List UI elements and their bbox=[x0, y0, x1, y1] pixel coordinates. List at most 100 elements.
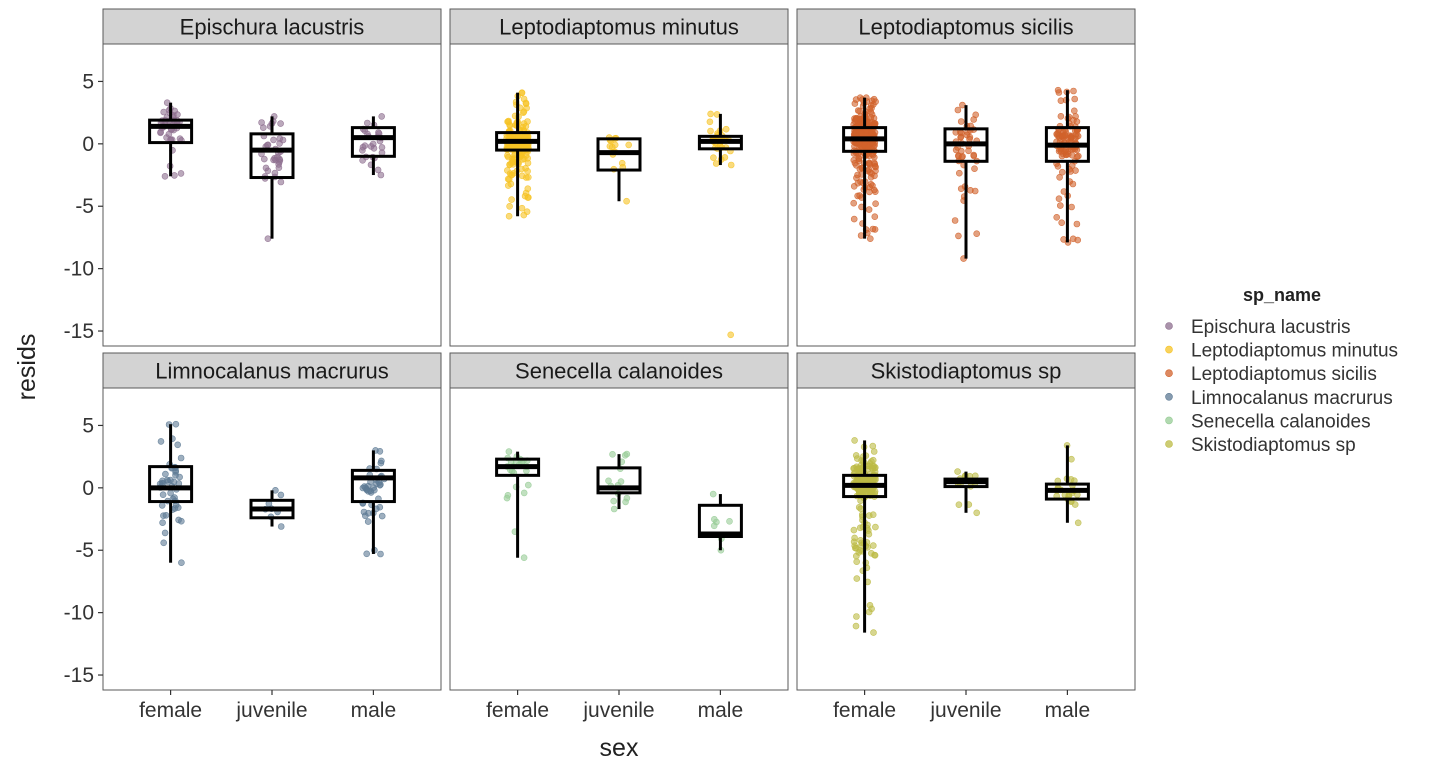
data-point bbox=[955, 232, 962, 240]
data-point bbox=[1058, 219, 1065, 226]
facet-strip bbox=[796, 8, 1136, 45]
data-point bbox=[852, 622, 860, 630]
data-point bbox=[957, 118, 965, 125]
facet-strip-label: Skistodiaptomus sp bbox=[871, 359, 1062, 384]
data-point bbox=[1054, 163, 1062, 170]
data-point bbox=[167, 476, 174, 484]
facet-strip-label: Leptodiaptomus sicilis bbox=[858, 15, 1073, 40]
data-point bbox=[522, 165, 529, 172]
data-point bbox=[854, 107, 862, 114]
data-point bbox=[275, 164, 283, 171]
data-point bbox=[870, 448, 878, 455]
facet-strip bbox=[796, 352, 1136, 389]
data-point bbox=[1067, 135, 1075, 142]
data-point bbox=[610, 505, 618, 513]
data-point bbox=[872, 200, 879, 207]
iqr-box bbox=[350, 468, 396, 504]
data-point bbox=[625, 141, 633, 149]
data-point bbox=[1069, 180, 1077, 188]
data-point bbox=[852, 114, 860, 122]
data-point bbox=[521, 192, 529, 200]
data-point bbox=[608, 143, 616, 151]
data-point bbox=[871, 213, 879, 220]
facet-strip-label: Limnocalanus macrurus bbox=[155, 359, 389, 384]
data-point bbox=[362, 484, 369, 492]
data-point bbox=[959, 153, 966, 160]
legend-key bbox=[1165, 345, 1173, 354]
data-point bbox=[857, 536, 864, 544]
data-point bbox=[520, 489, 528, 497]
data-point bbox=[1071, 107, 1078, 115]
data-point bbox=[1068, 203, 1075, 211]
data-point bbox=[851, 437, 858, 444]
data-point bbox=[707, 110, 714, 118]
data-point bbox=[520, 554, 528, 562]
legend-key bbox=[1165, 322, 1173, 330]
data-point bbox=[1074, 519, 1082, 527]
data-point bbox=[850, 199, 858, 207]
data-point bbox=[167, 489, 174, 497]
x-tick-label: female bbox=[486, 699, 549, 722]
data-point bbox=[365, 509, 372, 517]
data-point bbox=[159, 491, 167, 499]
data-point bbox=[1059, 168, 1066, 176]
iqr-box bbox=[596, 466, 642, 495]
data-point bbox=[506, 203, 513, 210]
data-point bbox=[1070, 87, 1077, 95]
x-tick-label: male bbox=[698, 699, 744, 722]
data-point bbox=[1055, 89, 1063, 96]
data-point bbox=[376, 447, 384, 455]
y-tick-label: 0 bbox=[82, 133, 94, 156]
data-point bbox=[377, 171, 385, 179]
data-point bbox=[178, 559, 185, 567]
data-point bbox=[162, 511, 170, 519]
x-tick-label: juvenile bbox=[235, 699, 307, 722]
data-point bbox=[1053, 214, 1060, 221]
legend-label: Leptodiaptomus minutus bbox=[1191, 341, 1398, 362]
data-point bbox=[865, 608, 873, 616]
data-point bbox=[160, 108, 167, 116]
data-point bbox=[855, 154, 862, 162]
data-point bbox=[869, 511, 877, 519]
data-point bbox=[1062, 147, 1069, 154]
data-point bbox=[610, 497, 618, 505]
data-point bbox=[367, 143, 375, 150]
legend-key bbox=[1165, 416, 1173, 425]
y-tick-label: -10 bbox=[64, 258, 94, 281]
data-point bbox=[171, 107, 178, 115]
data-point bbox=[378, 144, 386, 151]
data-point bbox=[710, 522, 718, 530]
data-point bbox=[524, 185, 532, 192]
data-point bbox=[176, 135, 184, 142]
facet-strip-label: Senecella calanoides bbox=[515, 359, 723, 384]
legend-key bbox=[1165, 369, 1173, 378]
iqr-box bbox=[350, 126, 396, 158]
data-point bbox=[377, 481, 384, 488]
data-point bbox=[178, 517, 185, 525]
data-point bbox=[171, 505, 179, 512]
data-point bbox=[867, 174, 875, 181]
data-point bbox=[157, 438, 165, 445]
x-tick-label: male bbox=[1045, 699, 1091, 722]
data-point bbox=[970, 116, 978, 123]
data-point bbox=[709, 490, 717, 498]
data-point bbox=[160, 539, 167, 547]
data-point bbox=[872, 523, 879, 531]
data-point bbox=[866, 460, 874, 467]
data-point bbox=[1071, 501, 1079, 508]
data-point bbox=[1073, 220, 1081, 228]
data-point bbox=[260, 155, 268, 163]
legend-label: Epischura lacustris bbox=[1191, 317, 1350, 338]
data-point bbox=[277, 523, 285, 530]
data-point bbox=[520, 155, 528, 163]
data-point bbox=[706, 118, 714, 126]
data-point bbox=[1061, 131, 1069, 139]
data-point bbox=[279, 136, 287, 144]
data-point bbox=[865, 206, 873, 213]
data-point bbox=[1074, 236, 1081, 244]
data-point bbox=[1057, 113, 1065, 120]
iqr-box bbox=[249, 132, 295, 180]
data-point bbox=[377, 550, 384, 558]
data-point bbox=[378, 113, 386, 120]
